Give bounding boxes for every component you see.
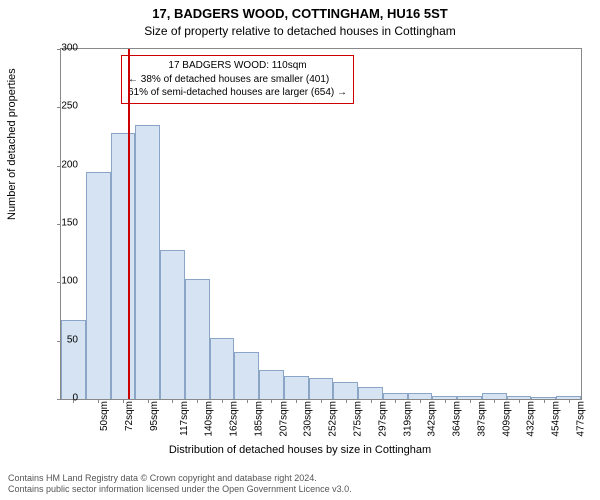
x-tick-label: 95sqm — [149, 401, 160, 431]
x-tick-mark — [395, 399, 396, 403]
x-tick-label: 387sqm — [476, 401, 487, 437]
histogram-bar — [61, 320, 86, 399]
chart-subtitle: Size of property relative to detached ho… — [0, 24, 600, 38]
x-tick-mark — [148, 399, 149, 403]
annotation-box: 17 BADGERS WOOD: 110sqm ← 38% of detache… — [121, 55, 354, 104]
x-tick-mark — [494, 399, 495, 403]
histogram-bar — [111, 133, 136, 399]
y-axis-label: Number of detached properties — [6, 68, 18, 220]
x-axis-label: Distribution of detached houses by size … — [0, 444, 600, 456]
annotation-line2: ← 38% of detached houses are smaller (40… — [128, 73, 347, 87]
attribution: Contains HM Land Registry data © Crown c… — [8, 473, 352, 496]
x-tick-label: 342sqm — [427, 401, 438, 437]
x-tick-mark — [321, 399, 322, 403]
attribution-line2: Contains public sector information licen… — [8, 484, 352, 496]
reference-line — [128, 49, 130, 399]
x-tick-label: 454sqm — [551, 401, 562, 437]
x-tick-label: 319sqm — [402, 401, 413, 437]
histogram-bar — [135, 125, 160, 399]
y-tick-label: 250 — [48, 101, 78, 112]
plot-area: 17 BADGERS WOOD: 110sqm ← 38% of detache… — [60, 48, 582, 400]
x-tick-label: 477sqm — [575, 401, 586, 437]
histogram-bar — [234, 352, 259, 399]
histogram-bar — [86, 172, 111, 400]
x-tick-label: 364sqm — [452, 401, 463, 437]
x-tick-label: 252sqm — [328, 401, 339, 437]
histogram-bar — [358, 387, 383, 399]
x-tick-mark — [123, 399, 124, 403]
x-tick-label: 72sqm — [124, 401, 135, 431]
y-tick-label: 300 — [48, 43, 78, 54]
y-tick-label: 50 — [48, 334, 78, 345]
annotation-line3: 61% of semi-detached houses are larger (… — [128, 86, 347, 100]
x-tick-mark — [544, 399, 545, 403]
page-title: 17, BADGERS WOOD, COTTINGHAM, HU16 5ST — [0, 6, 600, 21]
histogram-bar — [284, 376, 309, 399]
x-tick-mark — [271, 399, 272, 403]
chart-container: 17, BADGERS WOOD, COTTINGHAM, HU16 5ST S… — [0, 0, 600, 500]
x-tick-label: 275sqm — [353, 401, 364, 437]
x-tick-mark — [172, 399, 173, 403]
histogram-bar — [309, 378, 334, 399]
x-tick-label: 409sqm — [501, 401, 512, 437]
y-tick-label: 150 — [48, 218, 78, 229]
histogram-bar — [160, 250, 185, 399]
x-tick-mark — [247, 399, 248, 403]
x-tick-label: 162sqm — [229, 401, 240, 437]
x-tick-label: 50sqm — [99, 401, 110, 431]
x-tick-label: 230sqm — [303, 401, 314, 437]
attribution-line1: Contains HM Land Registry data © Crown c… — [8, 473, 352, 485]
x-tick-mark — [470, 399, 471, 403]
x-tick-mark — [445, 399, 446, 403]
x-tick-mark — [222, 399, 223, 403]
histogram-bar — [185, 279, 210, 399]
x-tick-label: 432sqm — [526, 401, 537, 437]
x-tick-label: 140sqm — [204, 401, 215, 437]
histogram-bar — [210, 338, 235, 399]
x-tick-mark — [420, 399, 421, 403]
histogram-bar — [333, 382, 358, 400]
x-tick-mark — [98, 399, 99, 403]
x-tick-mark — [346, 399, 347, 403]
x-tick-label: 207sqm — [278, 401, 289, 437]
y-tick-label: 0 — [48, 393, 78, 404]
x-tick-mark — [371, 399, 372, 403]
x-tick-mark — [296, 399, 297, 403]
annotation-line1: 17 BADGERS WOOD: 110sqm — [128, 59, 347, 73]
x-tick-mark — [197, 399, 198, 403]
histogram-bar — [259, 370, 284, 399]
x-tick-mark — [519, 399, 520, 403]
x-tick-mark — [569, 399, 570, 403]
y-tick-label: 100 — [48, 276, 78, 287]
x-tick-label: 297sqm — [377, 401, 388, 437]
x-tick-label: 185sqm — [254, 401, 265, 437]
y-tick-label: 200 — [48, 159, 78, 170]
x-tick-label: 117sqm — [179, 401, 190, 436]
